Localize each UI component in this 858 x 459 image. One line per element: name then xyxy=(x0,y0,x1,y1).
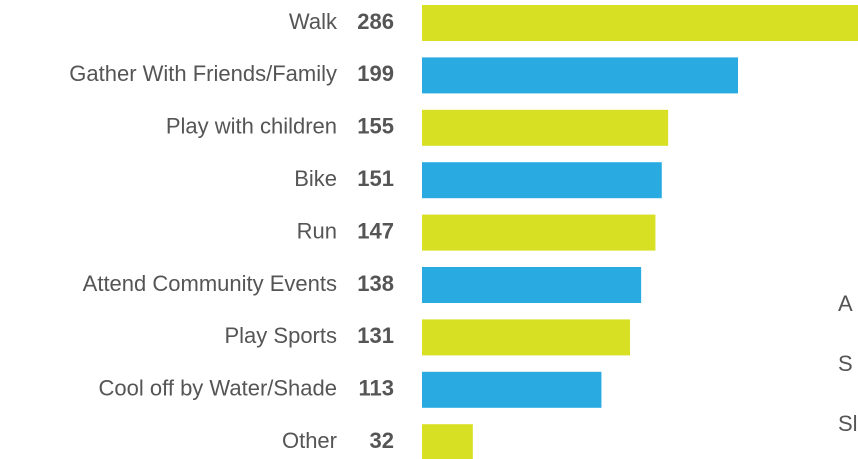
category-label: Bike xyxy=(294,166,337,191)
bar xyxy=(422,424,473,459)
value-label: 151 xyxy=(357,166,394,191)
category-label: Attend Community Events xyxy=(83,271,337,296)
value-label: 138 xyxy=(357,271,394,296)
value-label: 286 xyxy=(357,9,394,34)
bar xyxy=(422,57,738,94)
value-label: 147 xyxy=(357,218,394,243)
value-label: 155 xyxy=(357,114,394,139)
annotation: Sl xyxy=(838,411,858,436)
bar xyxy=(422,5,858,41)
value-label: 131 xyxy=(357,323,394,348)
category-label: Gather With Friends/Family xyxy=(69,61,337,86)
category-label: Play Sports xyxy=(225,323,338,348)
bar xyxy=(422,319,631,356)
bar xyxy=(422,162,662,199)
annotation: A xyxy=(838,291,853,316)
annotation: S xyxy=(838,351,853,376)
category-label: Other xyxy=(282,428,337,453)
category-label: Run xyxy=(297,218,337,243)
value-label: 113 xyxy=(359,376,395,401)
category-label: Play with children xyxy=(166,114,337,139)
bar xyxy=(422,371,602,408)
category-label: Walk xyxy=(289,9,338,34)
category-label: Cool off by Water/Shade xyxy=(99,376,337,401)
value-label: 32 xyxy=(370,428,394,453)
bar xyxy=(422,109,669,146)
bar xyxy=(422,267,642,303)
value-label: 199 xyxy=(357,61,394,86)
bar xyxy=(422,214,656,251)
